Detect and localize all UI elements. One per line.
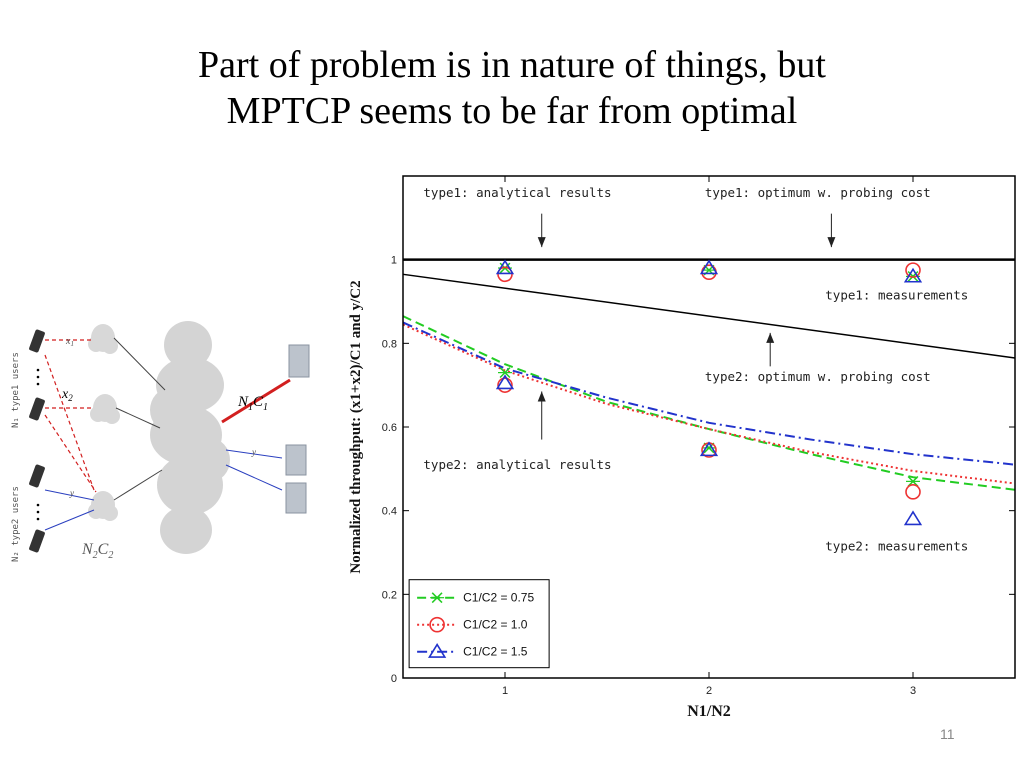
reference-line-2	[402, 273, 1016, 359]
small-cloud-3	[88, 491, 118, 521]
marker-s2-points_type1-3	[905, 262, 921, 278]
series-line-1	[402, 315, 1016, 491]
marker-s3-points_type2-1	[495, 374, 515, 390]
annotation-text-3: type1: measurements	[825, 287, 968, 302]
y-links	[44, 449, 283, 531]
x-tick-label-2: 2	[706, 685, 712, 697]
small-cloud-1	[88, 324, 118, 354]
x-links	[44, 339, 97, 493]
measurement-markers	[495, 259, 923, 526]
x-axis-label: N1/N2	[687, 703, 731, 720]
y-tick-label-2: 0.2	[382, 589, 397, 601]
label-y-2: y	[251, 447, 256, 457]
throughput-chart: type1: analytical results type1: optimum …	[348, 175, 1016, 720]
y-tick-label-4: 0.6	[382, 422, 397, 434]
marker-s3-points_type1-2	[699, 259, 719, 275]
annotations: type1: analytical results type1: optimum …	[423, 185, 968, 553]
annotation-arrowhead-5	[537, 391, 546, 402]
marker-s1-points_type2-3	[906, 475, 920, 487]
annotation-text-1: type1: analytical results	[423, 185, 611, 200]
x-tick-label-3: 3	[910, 685, 916, 697]
network-diagram: x1 x2 y y N1C1 N2C2 N₁ type1 users N₂ ty…	[11, 321, 310, 562]
series-line-3	[402, 321, 1016, 466]
annotation-text-5: type2: analytical results	[423, 457, 611, 472]
marker-s1-points_type2-1	[498, 367, 512, 379]
y-tick-label-6: 1	[391, 255, 397, 267]
legend-marker-2	[429, 616, 445, 633]
label-n1c1: N1C1	[237, 394, 268, 413]
marker-s2-points_type2-3	[905, 484, 921, 500]
small-cloud-2	[90, 394, 120, 424]
annotation-arrowhead-4	[766, 332, 775, 343]
axes: 0 0.2 0.4 0.6 0.8 1 1 2 3	[382, 176, 1015, 697]
phone-icons	[29, 329, 45, 553]
label-x1: x1	[65, 336, 74, 348]
marker-s3-points_type2-3	[903, 510, 923, 526]
server-icons	[285, 344, 310, 514]
annotation-text-4: type2: optimum w. probing cost	[705, 369, 931, 384]
y-tick-label-5: 0.8	[382, 338, 397, 350]
annotation-text-6: type2: measurements	[825, 538, 968, 553]
n1c1-link	[221, 378, 291, 424]
x-tick-label-1: 1	[502, 685, 508, 697]
legend-marker-1	[430, 592, 445, 604]
slide-number: 11	[940, 726, 955, 742]
label-n2c2: N2C2	[81, 541, 113, 561]
y-axis-label: Normalized throughput: (x1+x2)/C1 and y/…	[348, 280, 364, 573]
slide-title: Part of problem is in nature of things, …	[0, 42, 1024, 134]
legend-marker-3	[427, 643, 447, 658]
label-y-1: y	[69, 488, 74, 498]
marker-s2-points_type1-2	[701, 264, 717, 281]
series-lines	[402, 315, 1016, 491]
legend: C1/C2 = 0.75 C1/C2 = 1.0 C1/C2 = 1.5	[408, 579, 550, 669]
marker-s3-points_type1-1	[495, 259, 515, 275]
title-line-2: MPTCP seems to be far from optimal	[226, 90, 798, 132]
annotation-arrowhead-1	[537, 237, 546, 248]
y-tick-label-3: 0.4	[382, 506, 397, 518]
label-x2: x2	[61, 387, 73, 403]
y-tick-label-1: 0	[391, 673, 397, 685]
legend-label-1: C1/C2 = 0.75	[463, 591, 534, 605]
access-links	[113, 337, 166, 501]
annotation-text-2: type1: optimum w. probing cost	[705, 185, 931, 200]
marker-s2-points_type2-1	[497, 377, 513, 393]
legend-label-3: C1/C2 = 1.5	[463, 645, 528, 659]
legend-label-2: C1/C2 = 1.0	[463, 618, 528, 632]
marker-s3-points_type2-2	[699, 441, 719, 457]
ellipsis-dots	[36, 368, 40, 521]
marker-s3-points_type1-3	[903, 267, 923, 283]
reference-lines	[402, 258, 1016, 359]
series-line-2	[402, 323, 1016, 485]
annotation-arrowhead-2	[827, 237, 836, 248]
marker-s2-points_type1-1	[497, 266, 513, 283]
title-line-1: Part of problem is in nature of things, …	[198, 44, 826, 86]
central-cloud	[150, 321, 230, 554]
label-type1-users: N₁ type1 users	[11, 352, 21, 428]
label-type2-users: N₂ type2 users	[11, 486, 21, 562]
